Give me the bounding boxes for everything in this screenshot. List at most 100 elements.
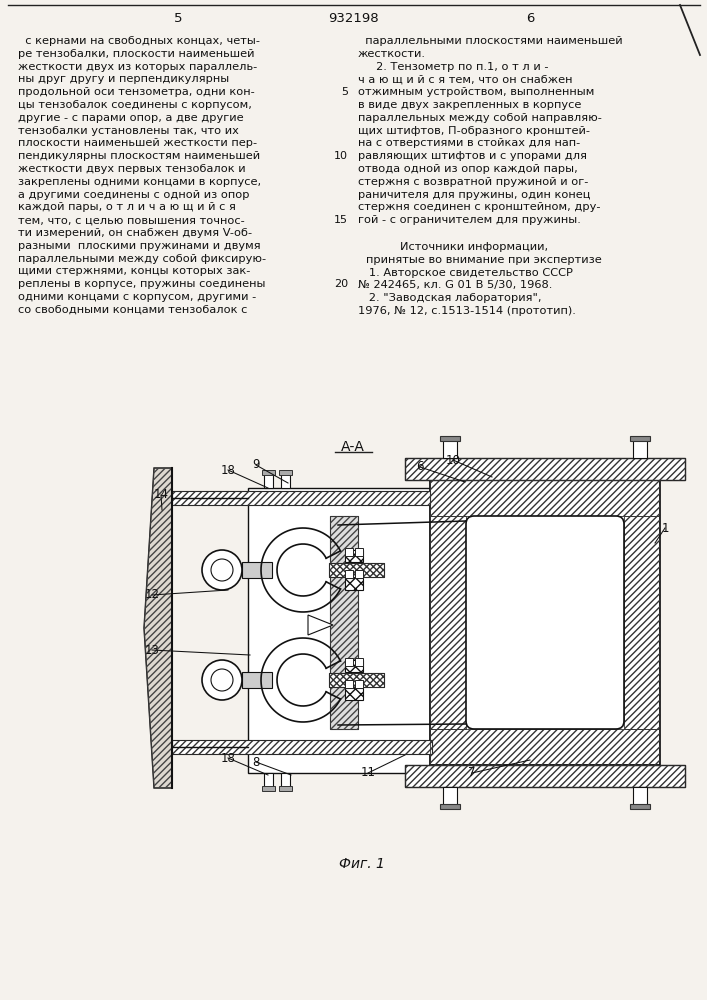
Text: с кернами на свободных концах, четы-: с кернами на свободных концах, четы- xyxy=(18,36,260,46)
Bar xyxy=(242,672,272,688)
Text: щими стержнями, концы которых зак-: щими стержнями, концы которых зак- xyxy=(18,266,250,276)
Bar xyxy=(242,562,272,578)
Text: отжимным устройством, выполненным: отжимным устройством, выполненным xyxy=(358,87,595,97)
Bar xyxy=(355,548,363,556)
Text: щих штифтов, П-образного кронштей-: щих штифтов, П-образного кронштей- xyxy=(358,126,590,136)
Text: жесткости двух из которых параллель-: жесткости двух из которых параллель- xyxy=(18,62,257,72)
Bar xyxy=(345,548,353,556)
Circle shape xyxy=(202,660,242,700)
Bar xyxy=(430,516,466,729)
Text: разными  плоскими пружинами и двумя: разными плоскими пружинами и двумя xyxy=(18,241,261,251)
Text: со свободными концами тензобалок с: со свободными концами тензобалок с xyxy=(18,305,247,315)
Circle shape xyxy=(211,559,233,581)
Bar xyxy=(430,729,660,765)
Text: пендикулярны плоскостям наименьшей: пендикулярны плоскостям наименьшей xyxy=(18,151,260,161)
Text: реплены в корпусе, пружины соединены: реплены в корпусе, пружины соединены xyxy=(18,279,266,289)
Text: 10: 10 xyxy=(334,151,348,161)
Text: 11: 11 xyxy=(361,766,375,780)
Text: 6: 6 xyxy=(416,460,423,474)
Bar xyxy=(633,787,647,805)
Text: 5: 5 xyxy=(341,87,348,97)
Bar xyxy=(443,440,457,458)
Bar xyxy=(624,516,660,729)
Bar xyxy=(633,440,647,458)
Text: стержня с возвратной пружиной и ог-: стержня с возвратной пружиной и ог- xyxy=(358,177,588,187)
Bar xyxy=(345,688,363,700)
Text: 1976, № 12, с.1513-1514 (прототип).: 1976, № 12, с.1513-1514 (прототип). xyxy=(358,306,576,316)
Text: плоскости наименьшей жесткости пер-: плоскости наименьшей жесткости пер- xyxy=(18,138,257,148)
Text: 9: 9 xyxy=(252,458,259,472)
Text: 2. Тензометр по п.1, о т л и -: 2. Тензометр по п.1, о т л и - xyxy=(358,62,549,72)
Circle shape xyxy=(211,669,233,691)
Bar xyxy=(355,680,363,688)
Bar xyxy=(345,680,353,688)
Circle shape xyxy=(202,550,242,590)
Text: а другими соединены с одной из опор: а другими соединены с одной из опор xyxy=(18,190,250,200)
Bar xyxy=(440,804,460,809)
Text: ч а ю щ и й с я тем, что он снабжен: ч а ю щ и й с я тем, что он снабжен xyxy=(358,74,573,84)
Text: № 242465, кл. G 01 B 5/30, 1968.: № 242465, кл. G 01 B 5/30, 1968. xyxy=(358,280,552,290)
Bar xyxy=(345,660,363,672)
Bar xyxy=(329,563,384,577)
Polygon shape xyxy=(144,468,172,788)
Bar xyxy=(329,673,384,687)
Text: ти измерений, он снабжен двумя V-об-: ти измерений, он снабжен двумя V-об- xyxy=(18,228,252,238)
Text: 1: 1 xyxy=(661,522,669,534)
Bar xyxy=(262,786,275,791)
Text: раничителя для пружины, один конец: раничителя для пружины, один конец xyxy=(358,190,590,200)
Text: 2. "Заводская лаборатория",: 2. "Заводская лаборатория", xyxy=(358,293,542,303)
Text: на с отверстиями в стойках для нап-: на с отверстиями в стойках для нап- xyxy=(358,138,580,148)
Text: Фиг. 1: Фиг. 1 xyxy=(339,857,385,871)
Text: 15: 15 xyxy=(334,215,348,225)
Text: 1. Авторское свидетельство СССР: 1. Авторское свидетельство СССР xyxy=(358,268,573,278)
Text: тем, что, с целью повышения точнос-: тем, что, с целью повышения точнос- xyxy=(18,215,245,225)
Polygon shape xyxy=(308,615,333,635)
Text: в виде двух закрепленных в корпусе: в виде двух закрепленных в корпусе xyxy=(358,100,581,110)
Bar xyxy=(172,740,432,754)
Text: каждой пары, о т л и ч а ю щ и й с я: каждой пары, о т л и ч а ю щ и й с я xyxy=(18,202,236,212)
Text: 13: 13 xyxy=(144,644,160,656)
Bar xyxy=(172,491,430,505)
Bar xyxy=(345,550,363,562)
Bar xyxy=(630,804,650,809)
Text: тензобалки установлены так, что их: тензобалки установлены так, что их xyxy=(18,126,239,136)
Text: 20: 20 xyxy=(334,279,348,289)
Bar xyxy=(440,436,460,441)
Bar xyxy=(405,458,685,480)
Bar xyxy=(281,473,290,488)
Bar xyxy=(330,516,358,729)
Text: цы тензобалок соединены с корпусом,: цы тензобалок соединены с корпусом, xyxy=(18,100,252,110)
Bar xyxy=(281,773,290,788)
Bar xyxy=(248,488,433,773)
Text: другие - с парами опор, а две другие: другие - с парами опор, а две другие xyxy=(18,113,244,123)
Bar xyxy=(264,773,273,788)
Text: 932198: 932198 xyxy=(327,11,378,24)
Text: 7: 7 xyxy=(468,766,476,780)
Text: принятые во внимание при экспертизе: принятые во внимание при экспертизе xyxy=(366,255,602,265)
Bar xyxy=(355,570,363,578)
Text: параллельными плоскостями наименьшей: параллельными плоскостями наименьшей xyxy=(358,36,623,46)
Bar xyxy=(430,480,660,765)
Text: А-А: А-А xyxy=(341,440,365,454)
Text: ре тензобалки, плоскости наименьшей: ре тензобалки, плоскости наименьшей xyxy=(18,49,255,59)
Text: отвода одной из опор каждой пары,: отвода одной из опор каждой пары, xyxy=(358,164,578,174)
Text: ны друг другу и перпендикулярны: ны друг другу и перпендикулярны xyxy=(18,74,229,84)
Text: гой - с ограничителем для пружины.: гой - с ограничителем для пружины. xyxy=(358,215,581,225)
Bar xyxy=(330,516,358,729)
Bar xyxy=(329,673,384,687)
FancyBboxPatch shape xyxy=(466,516,624,729)
Text: стержня соединен с кронштейном, дру-: стержня соединен с кронштейном, дру- xyxy=(358,202,600,212)
Text: одними концами с корпусом, другими -: одними концами с корпусом, другими - xyxy=(18,292,256,302)
Bar xyxy=(443,787,457,805)
Text: 18: 18 xyxy=(221,464,235,477)
Bar xyxy=(630,436,650,441)
Bar xyxy=(279,786,292,791)
Text: 10: 10 xyxy=(445,454,460,466)
Bar xyxy=(172,740,432,754)
Bar xyxy=(430,480,660,516)
Text: 8: 8 xyxy=(252,756,259,768)
Bar xyxy=(405,765,685,787)
Text: жесткости.: жесткости. xyxy=(358,49,426,59)
Text: продольной оси тензометра, одни кон-: продольной оси тензометра, одни кон- xyxy=(18,87,255,97)
Text: равляющих штифтов и с упорами для: равляющих штифтов и с упорами для xyxy=(358,151,587,161)
